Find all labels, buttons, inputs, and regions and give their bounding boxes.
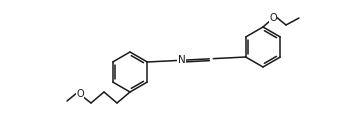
Text: O: O: [76, 89, 84, 99]
Text: O: O: [269, 13, 277, 23]
Text: N: N: [178, 55, 186, 65]
